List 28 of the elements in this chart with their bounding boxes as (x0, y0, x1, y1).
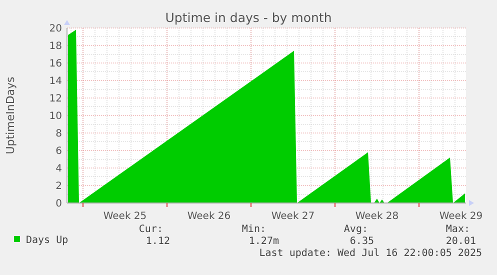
y-tick-label: 16 (49, 58, 62, 70)
text: Max: (446, 224, 470, 235)
y-tick-label: 14 (49, 76, 62, 87)
y-tick-label: 10 (49, 111, 62, 122)
y-tick-label: 8 (56, 128, 62, 140)
text: 6.35 (350, 236, 374, 247)
y-tick-label: 2 (56, 181, 62, 192)
x-tick-label: Week 25 (103, 211, 147, 222)
y-tick-label: 0 (56, 198, 62, 210)
text: Avg: (344, 224, 368, 235)
text: Min: (242, 224, 266, 235)
y-tick-label: 18 (49, 41, 62, 52)
y-axis-title: UptimeInDays (4, 76, 17, 154)
y-tick-label: 6 (56, 146, 62, 157)
y-tick-label: 12 (49, 94, 62, 104)
x-tick-label: Week 26 (187, 211, 231, 222)
x-tick-label: Week 29 (439, 211, 483, 222)
text: 20.01 (446, 236, 476, 247)
text: 1.27m (248, 236, 279, 247)
text: 1.12 (146, 236, 170, 247)
text: Last update: Wed Jul 16 22:00:05 2025 (259, 248, 482, 259)
x-tick-label: Week 27 (271, 211, 315, 222)
legend-label: Days Up (26, 235, 68, 246)
text: Cur: (138, 224, 163, 235)
chart-title: Uptime in days - by month (165, 10, 332, 25)
y-tick-label: 20 (49, 24, 62, 34)
y-tick-label: 4 (56, 164, 62, 174)
x-tick-label: Week 28 (355, 211, 399, 222)
